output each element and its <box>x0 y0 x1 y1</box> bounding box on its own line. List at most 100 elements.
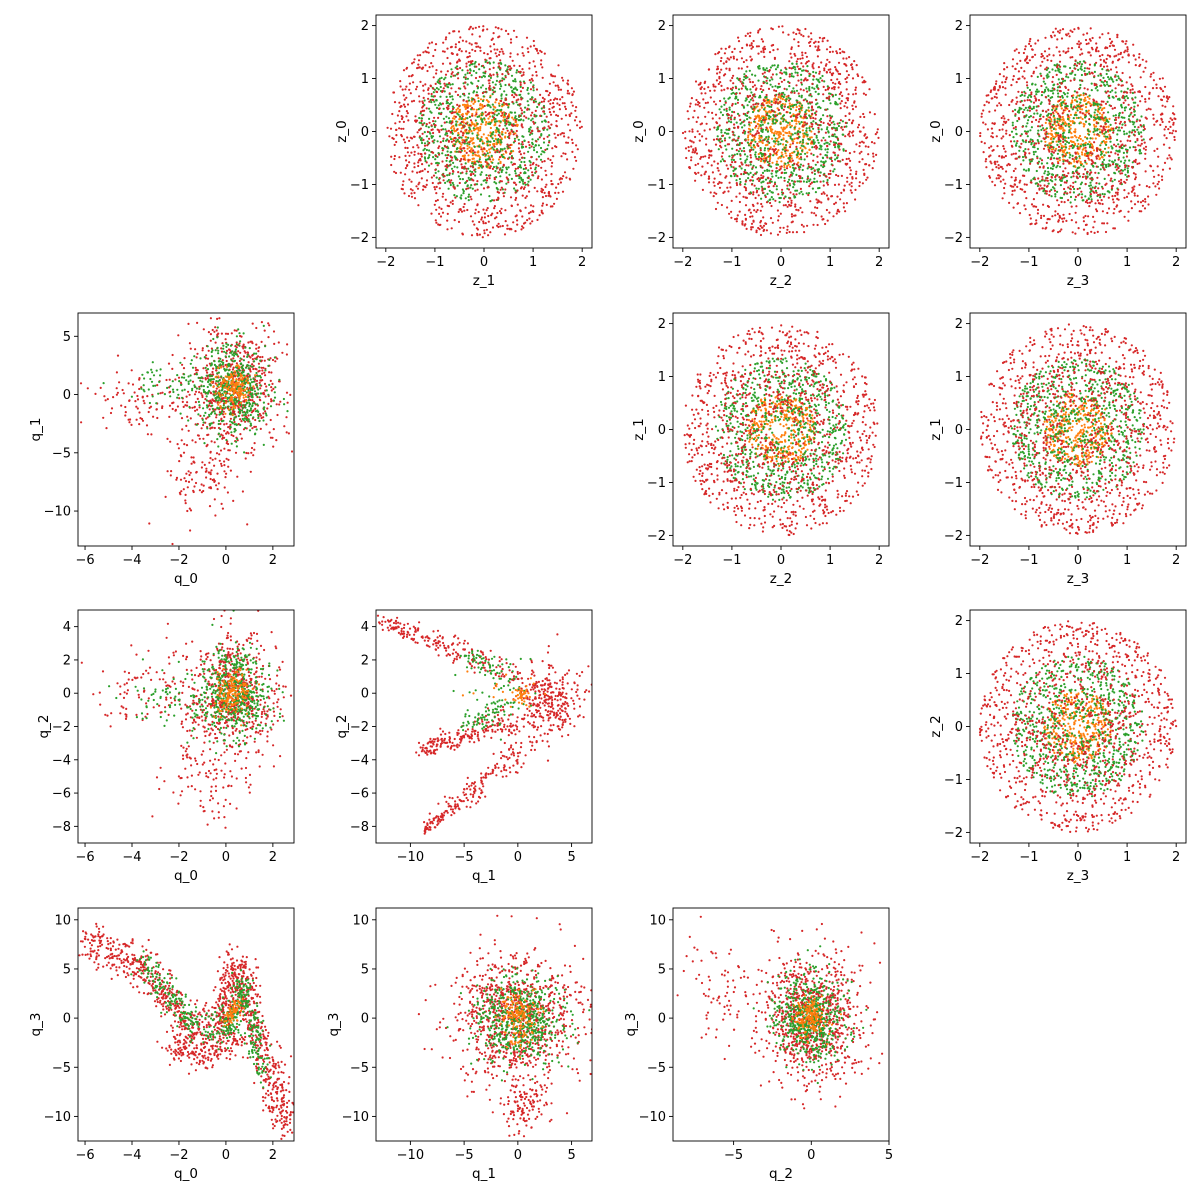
scatter-point-red <box>816 49 819 52</box>
scatter-point-red <box>468 141 471 144</box>
scatter-point-green <box>460 136 463 139</box>
scatter-point-red <box>530 156 533 159</box>
scatter-point-green <box>823 142 826 145</box>
scatter-point-red <box>533 44 536 47</box>
scatter-point-red <box>876 128 879 131</box>
scatter-point-red <box>775 89 778 93</box>
scatter-point-red <box>835 173 838 177</box>
scatter-point-green <box>785 171 788 174</box>
scatter-point-red <box>845 202 849 205</box>
scatter-point-red <box>547 100 550 103</box>
scatter-point-green <box>1101 68 1104 71</box>
scatter-point-green <box>428 154 431 157</box>
scatter-point-orange <box>466 144 469 147</box>
scatter-point-green <box>741 126 744 129</box>
scatter-point-green <box>743 132 746 135</box>
scatter-point-red <box>845 88 848 91</box>
scatter-point-red <box>538 136 541 139</box>
scatter-point-red <box>408 82 411 85</box>
scatter-point-green <box>469 170 472 173</box>
scatter-point-red <box>700 156 703 159</box>
scatter-point-green <box>812 142 816 145</box>
scatter-point-green <box>780 69 783 72</box>
scatter-point-green <box>758 96 761 99</box>
scatter-point-red <box>779 100 782 103</box>
scatter-point-orange <box>1093 133 1096 136</box>
scatter-point-red <box>448 82 451 85</box>
scatter-point-green <box>789 137 792 140</box>
scatter-point-green <box>788 184 792 187</box>
scatter-point-green <box>771 191 774 194</box>
scatter-point-red <box>494 52 497 55</box>
scatter-point-green <box>493 181 496 184</box>
scatter-point-red <box>798 113 801 116</box>
scatter-point-red <box>454 90 457 93</box>
scatter-point-orange <box>1069 127 1072 130</box>
scatter-point-red <box>450 122 453 125</box>
scatter-point-red <box>416 54 419 57</box>
scatter-point-green <box>446 150 449 153</box>
scatter-point-red <box>738 192 741 195</box>
scatter-point-green <box>802 145 805 148</box>
scatter-point-green <box>800 121 803 124</box>
scatter-point-green <box>777 176 780 179</box>
scatter-point-red <box>575 106 578 109</box>
scatter-point-red <box>760 38 763 41</box>
scatter-point-red <box>760 127 763 130</box>
scatter-point-green <box>826 151 829 154</box>
scatter-point-green <box>505 171 508 174</box>
scatter-point-green <box>477 145 480 148</box>
scatter-point-green <box>770 172 773 175</box>
scatter-point-red <box>760 102 764 105</box>
scatter-point-red <box>447 139 450 142</box>
scatter-point-red <box>462 99 465 102</box>
scatter-point-red <box>811 63 814 67</box>
scatter-point-red <box>820 61 823 64</box>
scatter-point-red <box>744 74 748 78</box>
scatter-point-red <box>780 93 783 96</box>
scatter-point-red <box>802 89 805 92</box>
scatter-point-red <box>514 119 517 122</box>
scatter-point-red <box>752 191 755 194</box>
scatter-point-green <box>826 148 829 151</box>
scatter-point-green <box>793 150 796 153</box>
scatter-point-red <box>432 120 435 123</box>
scatter-point-red <box>449 201 452 204</box>
scatter-point-red <box>446 70 449 73</box>
scatter-point-red <box>782 108 785 111</box>
scatter-point-red <box>732 166 735 169</box>
scatter-point-red <box>713 184 716 187</box>
scatter-point-green <box>1065 75 1068 78</box>
scatter-point-red <box>435 72 438 75</box>
scatter-point-red <box>402 120 405 123</box>
scatter-point-red <box>543 98 546 101</box>
scatter-point-green <box>465 172 468 175</box>
scatter-point-red <box>508 137 511 140</box>
scatter-point-red <box>451 169 455 173</box>
scatter-point-red <box>506 227 509 230</box>
scatter-point-red <box>851 104 854 107</box>
scatter-point-red <box>501 50 504 53</box>
scatter-point-red <box>519 107 522 110</box>
scatter-point-red <box>528 143 531 147</box>
scatter-point-orange <box>754 126 757 129</box>
scatter-point-green <box>744 114 747 117</box>
scatter-point-green <box>770 105 773 108</box>
scatter-point-red <box>702 98 705 101</box>
scatter-point-orange <box>1098 112 1101 115</box>
scatter-point-red <box>408 161 411 164</box>
scatter-point-green <box>534 100 538 103</box>
scatter-point-red <box>575 144 578 147</box>
scatter-point-green <box>796 180 799 183</box>
scatter-point-orange <box>779 132 783 135</box>
scatter-point-red <box>519 103 522 106</box>
scatter-point-red <box>738 210 741 213</box>
scatter-point-red <box>559 181 563 184</box>
scatter-point-green <box>835 101 838 104</box>
scatter-point-red <box>498 53 501 57</box>
scatter-point-green <box>529 81 533 84</box>
scatter-point-orange <box>502 119 505 122</box>
scatter-point-red <box>454 136 457 140</box>
scatter-point-green <box>481 142 484 145</box>
scatter-point-red <box>439 215 443 218</box>
